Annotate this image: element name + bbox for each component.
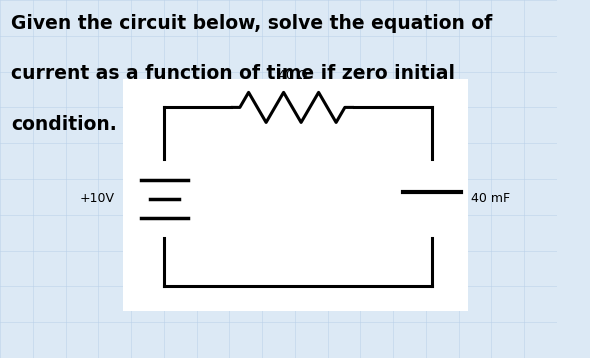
Text: 40 Ω: 40 Ω: [278, 69, 307, 82]
Text: 40 mF: 40 mF: [471, 192, 510, 205]
Text: current as a function of time if zero initial: current as a function of time if zero in…: [11, 64, 455, 83]
Text: Given the circuit below, solve the equation of: Given the circuit below, solve the equat…: [11, 14, 493, 33]
FancyBboxPatch shape: [123, 79, 468, 311]
Text: condition.: condition.: [11, 115, 117, 134]
Text: +10V: +10V: [79, 192, 114, 205]
